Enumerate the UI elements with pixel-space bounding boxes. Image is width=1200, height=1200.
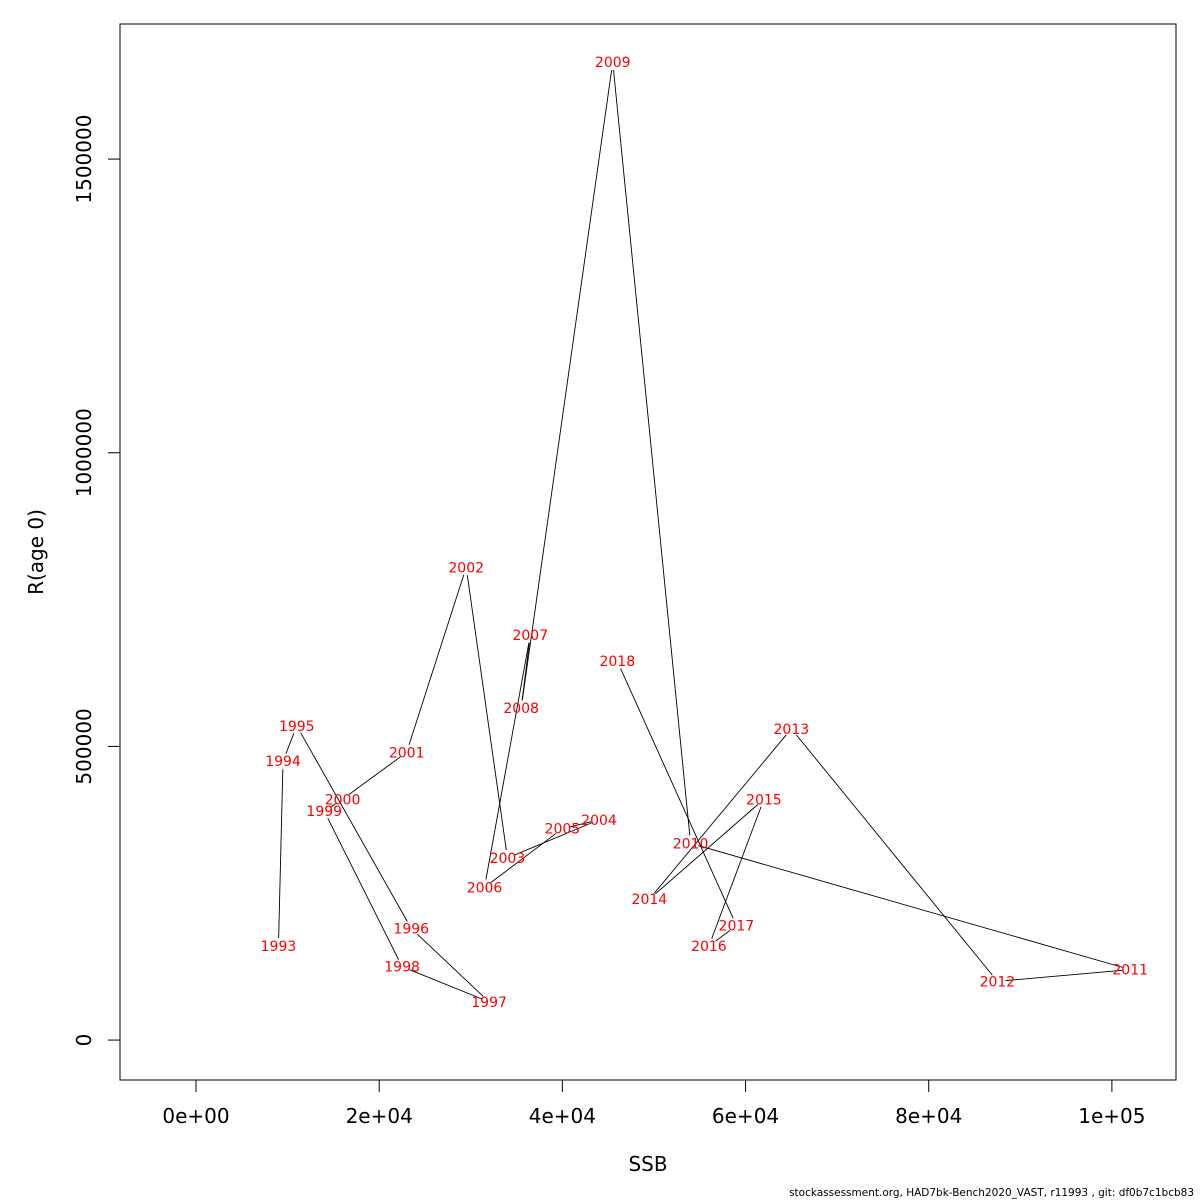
trajectory-segment (514, 822, 592, 856)
year-label: 1997 (471, 995, 507, 1011)
trajectory-segment (490, 833, 557, 883)
year-label: 2015 (746, 792, 782, 808)
year-label: 1994 (265, 754, 301, 770)
trajectory-segment (348, 756, 401, 795)
year-label: 2012 (980, 974, 1016, 990)
trajectory-segment (485, 642, 530, 880)
year-label: 2008 (503, 701, 539, 717)
x-tick-label: 1e+05 (1078, 1104, 1145, 1128)
x-tick-label: 8e+04 (895, 1104, 962, 1128)
sr-trajectory (278, 70, 1123, 1000)
year-label: 1993 (261, 939, 297, 955)
trajectory-segment (1005, 969, 1123, 982)
trajectory-segment (698, 845, 1123, 968)
year-label: 2016 (691, 939, 727, 955)
x-tick-label: 4e+04 (529, 1104, 596, 1128)
x-axis: 0e+00 2e+04 4e+04 6e+04 8e+04 1e+05 (162, 1079, 1146, 1128)
year-label: 1999 (306, 804, 342, 820)
year-label: 2000 (325, 792, 361, 808)
trajectory-segment (521, 70, 613, 701)
y-axis: 0 500000 1000000 1500000 (72, 115, 121, 1047)
year-label: 2014 (632, 892, 668, 908)
trajectory-segment (654, 734, 787, 894)
x-axis-title: SSB (628, 1152, 667, 1176)
year-label: 2003 (490, 851, 526, 867)
y-tick-label: 0 (72, 1034, 96, 1047)
x-tick-label: 2e+04 (346, 1104, 413, 1128)
x-tick-label: 6e+04 (712, 1104, 779, 1128)
year-label: 2007 (512, 628, 548, 644)
trajectory-segment (613, 70, 691, 836)
year-label: 2013 (774, 722, 810, 738)
year-label: 1996 (393, 921, 429, 937)
y-tick-label: 1000000 (72, 408, 96, 497)
trajectory-segment (409, 969, 482, 1000)
trajectory-segment (408, 574, 465, 745)
year-label: 2004 (581, 813, 617, 829)
year-label: 2002 (448, 560, 484, 576)
trajectory-segment (620, 668, 734, 919)
year-label: 1998 (384, 960, 420, 976)
trajectory-segment (570, 821, 592, 828)
trajectory-segment (285, 733, 295, 754)
trajectory-segment (300, 732, 408, 922)
plot-frame (119, 23, 1177, 1081)
trajectory-segment (278, 769, 284, 939)
year-label: 1995 (279, 719, 315, 735)
year-label: 2009 (595, 55, 631, 71)
trajectory-segment (715, 929, 731, 942)
y-axis-title: R(age 0) (24, 509, 48, 595)
year-label: 2018 (599, 654, 635, 670)
trajectory-segment (796, 734, 993, 976)
year-label: 2006 (467, 880, 503, 896)
y-tick-label: 500000 (72, 708, 96, 784)
trajectory-segment (327, 817, 399, 960)
trajectory-segment (711, 806, 762, 939)
trajectory-segment (466, 575, 507, 851)
trajectory-segment (416, 933, 484, 997)
footer-credit: stockassessment.org, HAD7bk-Bench2020_VA… (789, 1187, 1194, 1199)
x-tick-label: 0e+00 (162, 1104, 229, 1128)
y-tick-label: 1500000 (72, 115, 96, 204)
trajectory-segment (330, 803, 337, 808)
year-label: 2005 (545, 822, 581, 838)
year-label: 2001 (389, 745, 425, 761)
year-label: 2010 (673, 836, 709, 852)
year-label: 2017 (719, 919, 755, 935)
trajectory-segment (655, 804, 759, 895)
year-label: 2011 (1112, 963, 1148, 979)
